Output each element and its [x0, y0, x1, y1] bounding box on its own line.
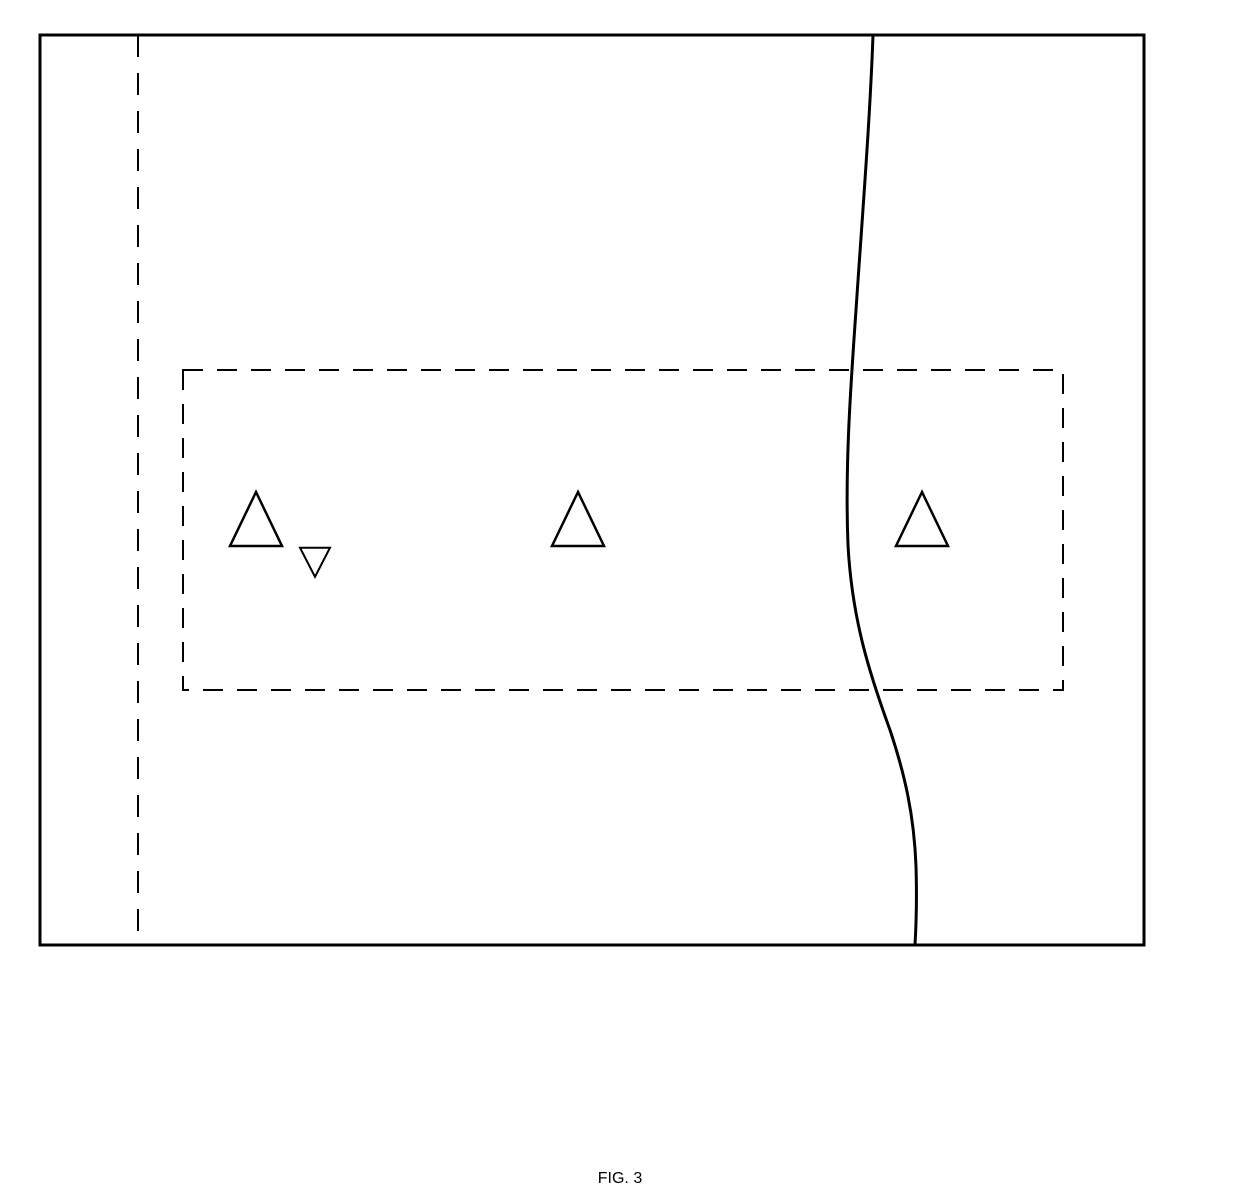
crack-line: [847, 35, 916, 945]
big-triangle-1: [230, 492, 282, 546]
subA-triangle-I: [300, 548, 330, 577]
big-triangle-2: [552, 492, 604, 546]
box-20: [183, 370, 1063, 690]
diagram-stage: FIG. 3: [0, 0, 1240, 1170]
figure-caption: FIG. 3: [0, 1170, 1240, 1188]
outer-frame: [40, 35, 1144, 945]
big-triangle-3: [896, 492, 948, 546]
diagram-svg: [0, 0, 1240, 1170]
